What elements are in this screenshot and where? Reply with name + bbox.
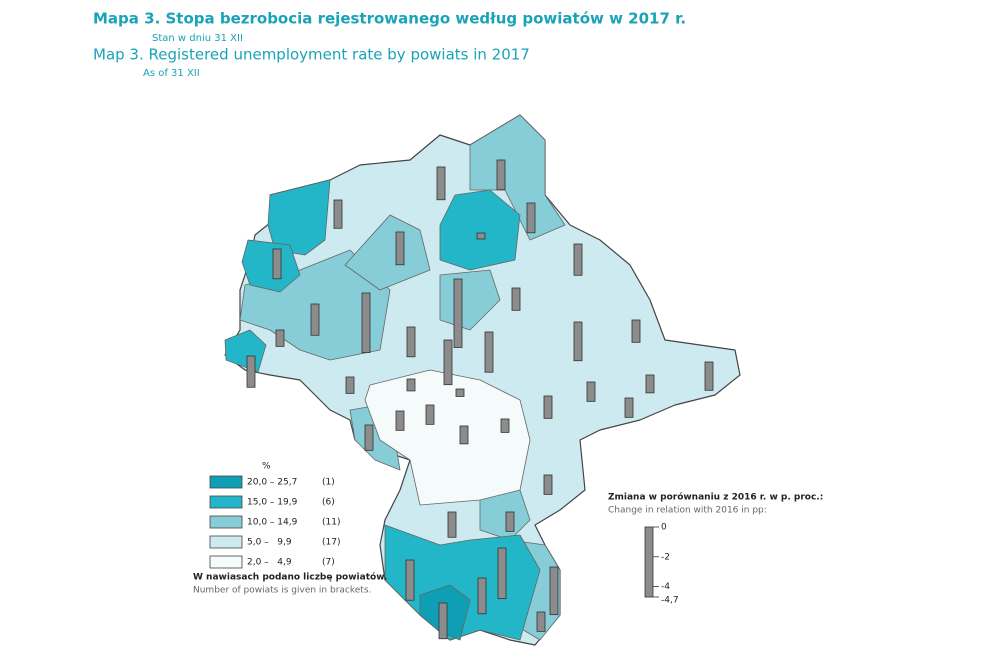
change-bar [455,388,465,397]
change-bar [436,166,446,201]
change-bar [447,511,457,538]
change-bar [453,278,463,348]
change-bar [345,376,355,394]
region [364,369,531,506]
region [241,239,301,293]
change-bar [476,232,486,240]
legend-count: (7) [322,558,335,568]
change-bar [459,425,469,445]
change-bar [511,287,521,311]
legend-label: 20,0 – 25,7 [247,478,297,488]
title-en: Map 3. Registered unemployment rate by p… [93,46,530,64]
legend-swatch [209,535,243,549]
legend-note-en: Number of powiats is given in brackets. [193,586,371,596]
change-bar [704,361,714,391]
region [469,114,566,241]
change-bars [246,159,714,640]
change-bar [272,248,282,280]
legend-count: (11) [322,518,340,528]
change-bar [573,243,583,276]
legend-count: (1) [322,478,335,488]
change-bar [536,611,546,632]
region [439,189,521,271]
change-bar [543,474,553,495]
change-bar [333,199,343,229]
legend-swatch [209,475,243,489]
legend-count: (6) [322,498,335,508]
scale-tick-label: -2 [661,552,670,562]
change-scale: Zmiana w porównaniu z 2016 r. w p. proc.… [608,492,823,606]
region [224,329,267,373]
legend-label: 10,0 – 14,9 [247,518,298,528]
change-bar [645,374,655,394]
change-bar [500,418,510,433]
legend-label: 15,0 – 19,9 [247,498,298,508]
legend-swatch [209,515,243,529]
change-bar [246,355,256,388]
change-bar [543,395,553,419]
scale-title-en: Change in relation with 2016 in pp: [608,506,767,516]
scale-tick-label: -4,7 [661,596,679,606]
change-bar [496,159,506,191]
legend-unit: % [262,462,271,472]
legend-label: 2,0 – 4,9 [247,558,292,568]
legend-swatch [209,555,243,569]
change-bar [624,397,634,418]
change-bar [631,319,641,343]
change-bar [438,602,448,640]
region [267,179,331,256]
legend-label: 5,0 – 9,9 [247,538,292,548]
change-bar [573,321,583,362]
change-bar [505,511,515,532]
legend-swatch [209,495,243,509]
legend-note-pl: W nawiasach podano liczbę powiatów. [193,572,387,583]
change-bar [477,577,487,615]
change-bar [310,303,320,336]
scale-bar [644,526,654,598]
change-bar [275,329,285,347]
change-bar [406,326,416,358]
map [224,114,741,646]
change-bar [364,424,374,451]
change-bar [497,547,507,600]
change-bar [395,410,405,431]
change-bar [395,231,405,266]
change-bar [405,559,415,601]
scale-tick-label: -4 [661,582,670,592]
scale-tick-label: 0 [661,523,667,533]
legend: % W nawiasach podano liczbę powiatów. Nu… [193,462,387,596]
change-bar [484,331,494,373]
subtitle-en: As of 31 XII [143,68,200,79]
change-bar [406,378,416,392]
title-pl: Mapa 3. Stopa bezrobocia rejestrowanego … [93,10,686,28]
change-bar [443,339,453,386]
change-bar [425,404,435,425]
subtitle-pl: Stan w dniu 31 XII [152,33,243,44]
region [344,214,431,291]
legend-count: (17) [322,538,340,548]
change-bar [361,292,371,353]
change-bar [549,566,559,616]
change-bar [526,202,536,234]
change-bar [586,381,596,402]
scale-title-pl: Zmiana w porównaniu z 2016 r. w p. proc.… [608,492,823,503]
